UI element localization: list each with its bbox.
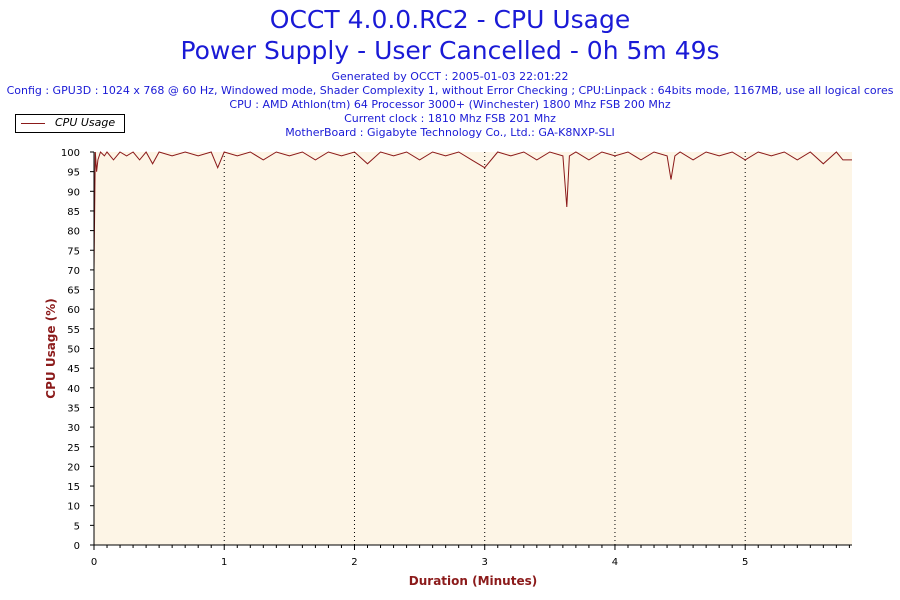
y-tick-label: 30 — [67, 423, 80, 434]
y-tick-label: 85 — [67, 207, 80, 218]
x-tick-label: 0 — [91, 557, 97, 568]
y-tick-label: 90 — [67, 187, 80, 198]
x-tick-label: 3 — [482, 557, 488, 568]
y-tick-label: 25 — [67, 443, 80, 454]
x-tick-label: 2 — [351, 557, 357, 568]
x-axis-ticks: 0 1 2 3 4 5 — [91, 545, 850, 568]
y-tick-label: 5 — [74, 521, 80, 532]
legend: CPU Usage — [15, 114, 125, 133]
chart-subtitle: Power Supply - User Cancelled - 0h 5m 49… — [180, 36, 720, 65]
generated-info: Generated by OCCT : 2005-01-03 22:01:22 — [331, 70, 569, 83]
y-tick-label: 15 — [67, 482, 80, 493]
y-tick-label: 50 — [67, 345, 80, 356]
series-line-cpu-usage — [93, 151, 852, 270]
x-axis-label: Duration (Minutes) — [409, 574, 537, 588]
legend-label: CPU Usage — [55, 116, 116, 129]
y-tick-label: 70 — [67, 266, 80, 277]
y-tick-label: 20 — [67, 462, 80, 473]
y-tick-label: 80 — [67, 227, 80, 238]
y-tick-label: 45 — [67, 364, 80, 375]
chart-title: OCCT 4.0.0.RC2 - CPU Usage — [269, 5, 631, 34]
plot-area — [94, 152, 852, 545]
y-tick-label: 35 — [67, 403, 80, 414]
y-axis-label: CPU Usage (%) — [44, 298, 58, 398]
y-tick-label: 75 — [67, 246, 80, 257]
y-tick-label: 10 — [67, 502, 80, 513]
y-tick-label: 40 — [67, 384, 80, 395]
y-tick-label: 0 — [74, 541, 80, 552]
y-tick-label: 100 — [61, 148, 80, 159]
y-tick-label: 65 — [67, 286, 80, 297]
y-tick-label: 60 — [67, 305, 80, 316]
y-axis-ticks: 0 5 10 15 20 25 30 35 40 45 50 55 60 65 70 75 80 85 90 95 10… — [61, 148, 94, 552]
x-tick-label: 4 — [612, 557, 618, 568]
grid-lines — [223, 152, 746, 545]
y-tick-label: 55 — [67, 325, 80, 336]
y-tick-label: 95 — [67, 168, 80, 179]
legend-swatch — [21, 123, 45, 124]
cpu-info: CPU : AMD Athlon(tm) 64 Processor 3000+ … — [229, 98, 671, 111]
motherboard-info: MotherBoard : Gigabyte Technology Co., L… — [285, 126, 615, 139]
x-tick-label: 5 — [742, 557, 748, 568]
config-info: Config : GPU3D : 1024 x 768 @ 60 Hz, Win… — [6, 84, 894, 97]
clock-info: Current clock : 1810 Mhz FSB 201 Mhz — [344, 112, 556, 125]
x-tick-label: 1 — [221, 557, 227, 568]
